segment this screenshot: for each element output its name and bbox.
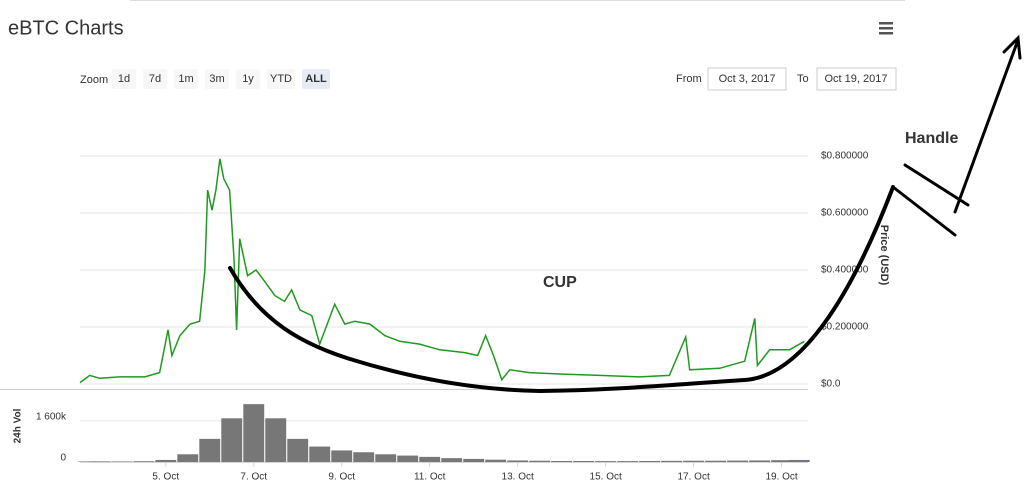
volume-bar (309, 446, 331, 462)
x-tick-label: 7. Oct (240, 472, 267, 483)
to-label: To (797, 73, 809, 85)
cup-handle-drawing (228, 34, 1022, 394)
volume-bar (78, 461, 100, 462)
zoom-button[interactable] (267, 69, 295, 89)
volume-bar (353, 452, 375, 462)
menu-bar (879, 32, 893, 35)
volume-bar (419, 456, 441, 462)
zoom-button[interactable] (112, 69, 136, 89)
to-input[interactable] (816, 67, 897, 91)
volume-bar (617, 461, 639, 462)
zoom-button[interactable] (205, 69, 229, 89)
volume-bar (397, 455, 419, 462)
x-tick-label: 13. Oct (502, 472, 534, 483)
annotation: CUP (543, 274, 577, 291)
volume-bar (529, 460, 551, 462)
chart-title: eBTC Charts (8, 17, 124, 39)
volume-bar (331, 450, 353, 462)
y-axis-title: 24h Vol (13, 408, 24, 443)
volume-bar (133, 461, 155, 462)
menu-bar (879, 27, 893, 30)
menu-bar (879, 22, 893, 25)
volume-bar (265, 418, 287, 462)
volume-bar (771, 460, 793, 462)
volume-bar (155, 459, 177, 462)
menu-icon[interactable] (879, 22, 893, 35)
zoom-buttons: 1d 7d 1m 3m 1y YTD ALL (112, 69, 330, 89)
volume-bar (788, 459, 810, 462)
y-tick-label: $0.200000 (821, 322, 869, 333)
volume-bar (705, 460, 727, 462)
to-value: Oct 19, 2017 (825, 73, 888, 85)
volume-bar (595, 461, 617, 462)
volume-bar (683, 460, 705, 462)
y-tick-label: 0 (60, 453, 66, 464)
handle-line (903, 163, 970, 207)
zoom-button-label: YTD (270, 73, 292, 85)
volume-bar (111, 461, 133, 462)
zoom-button-label: 1d (118, 73, 130, 85)
zoom-button-label: 7d (149, 73, 161, 85)
volume-bar (199, 438, 221, 462)
x-tick-label: 19. Oct (765, 472, 797, 483)
y-tick-label: $0.0 (821, 379, 841, 390)
zoom-label: Zoom (80, 74, 108, 86)
volume-bar (287, 438, 309, 462)
volume-bar (749, 460, 771, 462)
volume-bar (727, 460, 749, 462)
zoom-button[interactable] (302, 69, 330, 89)
zoom-button[interactable] (236, 69, 260, 89)
x-tick-label: 5. Oct (152, 472, 179, 483)
zoom-button[interactable] (174, 69, 198, 89)
x-tick-label: 11. Oct (414, 472, 446, 483)
zoom-button-label: 3m (209, 73, 224, 85)
from-value: Oct 3, 2017 (719, 73, 776, 85)
volume-bar (639, 460, 661, 462)
zoom-button-label: 1m (178, 73, 193, 85)
volume-bar (573, 460, 595, 462)
y-tick-label: $0.400000 (821, 265, 869, 276)
volume-bar (551, 460, 573, 462)
breakout-arrow (953, 34, 1022, 214)
volume-bar (89, 461, 111, 462)
x-tick-label: 17. Oct (678, 472, 710, 483)
volume-bar (243, 404, 265, 462)
handle-line (891, 185, 957, 237)
volume-bar (463, 458, 485, 462)
volume-bar (507, 460, 529, 462)
from-input[interactable] (707, 67, 787, 91)
volume-bar (661, 460, 683, 462)
annotation: Handle (905, 130, 958, 147)
volume-bar (441, 458, 463, 462)
y-tick-label: 1 600k (36, 411, 67, 422)
x-tick-label: 15. Oct (590, 472, 622, 483)
zoom-button-label: 1y (242, 73, 254, 85)
y-tick-label: $0.600000 (821, 208, 869, 219)
zoom-button-label: ALL (305, 73, 327, 85)
x-tick-label: 9. Oct (328, 472, 355, 483)
volume-bar (221, 418, 243, 462)
plots: $0.0 $0.200000 $0.400000 $0.600000 $0.800000… (0, 151, 890, 483)
price-line (79, 158, 805, 384)
y-tick-label: $0.800000 (821, 151, 869, 162)
volume-bar (375, 454, 397, 462)
from-label: From (676, 73, 702, 85)
volume-bar (485, 459, 507, 462)
zoom-button[interactable] (143, 69, 167, 89)
volume-bar (177, 454, 199, 462)
y-axis-title: Price (USD) (878, 225, 890, 286)
cup-curve (228, 185, 895, 394)
